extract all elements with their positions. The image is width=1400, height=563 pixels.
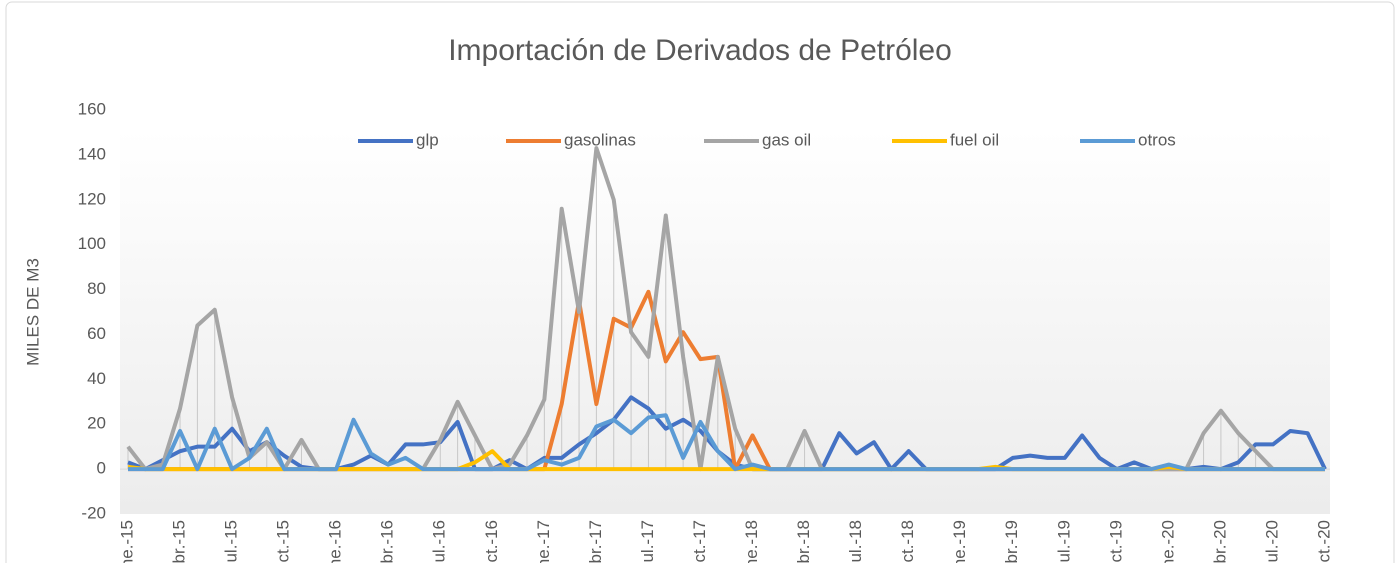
legend-label: gasolinas <box>564 130 636 149</box>
y-tick-label: 120 <box>78 189 106 208</box>
x-tick-label: Abr.-18 <box>794 520 813 563</box>
x-tick-label: Jul.-16 <box>430 520 449 563</box>
x-tick-label: Abr.-16 <box>378 520 397 563</box>
y-tick-label: 40 <box>87 369 106 388</box>
x-tick-label: Oct.-18 <box>898 520 917 563</box>
legend-label: fuel oil <box>950 130 999 149</box>
y-tick-label: 100 <box>78 234 106 253</box>
legend-label: gas oil <box>762 130 811 149</box>
x-tick-label: Ene.-17 <box>534 520 553 563</box>
x-tick-label: Ene.-20 <box>1158 520 1177 563</box>
y-tick-label: 160 <box>78 99 106 118</box>
y-axis-title: MILES DE M3 <box>23 258 42 366</box>
legend-label: glp <box>416 130 439 149</box>
x-tick-label: Abr.-20 <box>1210 520 1229 563</box>
x-tick-label: Jul.-20 <box>1262 520 1281 563</box>
x-tick-label: Abr.-17 <box>586 520 605 563</box>
y-tick-label: -20 <box>81 503 106 522</box>
x-tick-label: Jul.-19 <box>1054 520 1073 563</box>
x-tick-label: Ene.-15 <box>117 520 136 563</box>
x-tick-label: Ene.-16 <box>326 520 345 563</box>
series-line <box>128 413 1325 472</box>
y-tick-label: 80 <box>87 279 106 298</box>
x-tick-label: Oct.-19 <box>1106 520 1125 563</box>
x-tick-label: Oct.-20 <box>1314 520 1333 563</box>
legend-label: otros <box>1138 130 1176 149</box>
x-tick-label: Ene.-19 <box>950 520 969 563</box>
plot-area <box>120 130 1330 514</box>
y-tick-label: 140 <box>78 144 106 163</box>
y-tick-label: 60 <box>87 324 106 343</box>
x-tick-label: Oct.-15 <box>274 520 293 563</box>
x-tick-label: Abr.-19 <box>1002 520 1021 563</box>
x-tick-label: Oct.-17 <box>690 520 709 563</box>
y-tick-label: 0 <box>97 459 106 478</box>
x-tick-label: Jul.-15 <box>222 520 241 563</box>
x-tick-label: Oct.-16 <box>482 520 501 563</box>
chart-title: Importación de Derivados de Petróleo <box>448 34 952 67</box>
y-tick-label: 20 <box>87 414 106 433</box>
x-tick-label: Abr.-15 <box>170 520 189 563</box>
x-tick-label: Ene.-18 <box>742 520 761 563</box>
x-tick-label: Jul.-18 <box>846 520 865 563</box>
x-tick-label: Jul.-17 <box>638 520 657 563</box>
